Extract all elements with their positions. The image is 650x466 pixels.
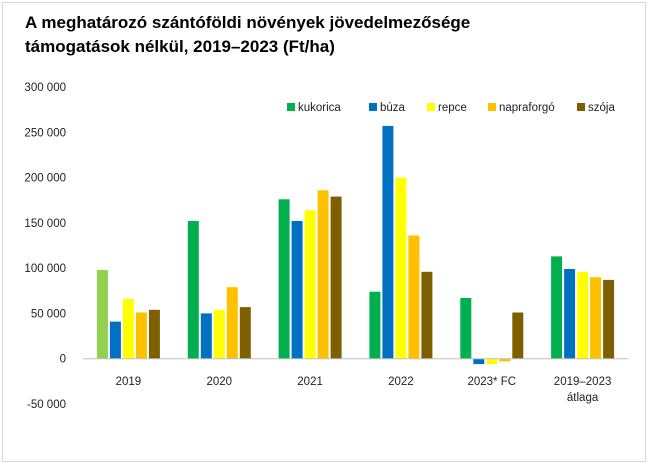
bar-repce-2023* FC bbox=[486, 358, 498, 365]
legend-label-napraforgó: napraforgó bbox=[499, 102, 555, 114]
y-tick-label: 300 000 bbox=[24, 82, 66, 94]
legend-label-repce: repce bbox=[438, 102, 467, 114]
bar-napraforgó-2022 bbox=[408, 235, 420, 359]
legend-label-búza: búza bbox=[380, 102, 406, 114]
bar-kukorica-2022 bbox=[369, 291, 381, 359]
chart-title-line-1: A meghatározó szántóföldi növények jöved… bbox=[25, 13, 471, 32]
legend-swatch-kukorica bbox=[287, 103, 295, 111]
bar-kukorica-2023* FC bbox=[460, 298, 472, 359]
chart-frame: A meghatározó szántóföldi növények jöved… bbox=[2, 2, 646, 462]
bar-búza-2019 bbox=[109, 321, 121, 359]
bar-repce-2019 bbox=[122, 298, 134, 359]
bar-búza-2021 bbox=[291, 221, 303, 359]
legend-swatch-szója bbox=[577, 103, 585, 111]
y-tick-label: 150 000 bbox=[24, 218, 66, 230]
bar-szója-2019 bbox=[148, 309, 160, 359]
bar-repce-2022 bbox=[395, 177, 407, 359]
bar-kukorica-2019–2023 átlaga bbox=[551, 256, 563, 359]
x-category-label: 2019–2023 bbox=[554, 376, 612, 388]
bar-napraforgó-2021 bbox=[317, 190, 329, 359]
chart-title-line-2: támogatások nélkül, 2019–2023 (Ft/ha) bbox=[25, 37, 335, 56]
legend-label-kukorica: kukorica bbox=[298, 102, 341, 114]
bar-repce-2020 bbox=[213, 309, 225, 359]
bar-napraforgó-2019 bbox=[135, 312, 147, 359]
legend-swatch-napraforgó bbox=[488, 103, 496, 111]
y-tick-label: 0 bbox=[60, 354, 66, 366]
y-tick-label: -50 000 bbox=[27, 399, 66, 411]
x-category-label: átlaga bbox=[567, 392, 599, 404]
y-tick-label: 250 000 bbox=[24, 127, 66, 139]
bar-szója-2020 bbox=[239, 307, 251, 359]
bar-szója-2019–2023 átlaga bbox=[603, 279, 615, 359]
bar-szója-2022 bbox=[421, 271, 433, 359]
bar-kukorica-2019 bbox=[96, 270, 108, 359]
bar-repce-2021 bbox=[304, 210, 316, 359]
bar-szója-2021 bbox=[330, 196, 342, 359]
x-category-label: 2019 bbox=[116, 376, 142, 388]
legend-label-szója: szója bbox=[588, 102, 615, 114]
x-category-label: 2023* FC bbox=[467, 376, 516, 388]
bar-búza-2020 bbox=[200, 313, 212, 359]
chart-title: A meghatározó szántóföldi növények jöved… bbox=[25, 11, 625, 59]
bar-búza-2023* FC bbox=[473, 358, 485, 365]
legend-swatch-repce bbox=[427, 103, 435, 111]
x-category-label: 2022 bbox=[388, 376, 414, 388]
bar-búza-2022 bbox=[382, 125, 394, 359]
bar-kukorica-2020 bbox=[187, 221, 199, 359]
bar-napraforgó-2023* FC bbox=[499, 358, 511, 362]
bar-napraforgó-2019–2023 átlaga bbox=[590, 277, 602, 359]
legend-swatch-búza bbox=[369, 103, 377, 111]
y-tick-label: 200 000 bbox=[24, 173, 66, 185]
bar-búza-2019–2023 átlaga bbox=[564, 269, 576, 359]
bar-szója-2023* FC bbox=[512, 312, 524, 359]
y-tick-label: 50 000 bbox=[31, 308, 66, 320]
y-tick-label: 100 000 bbox=[24, 263, 66, 275]
bar-repce-2019–2023 átlaga bbox=[577, 271, 589, 359]
x-category-label: 2020 bbox=[206, 376, 232, 388]
x-category-label: 2021 bbox=[297, 376, 323, 388]
bar-napraforgó-2020 bbox=[226, 287, 238, 359]
bar-kukorica-2021 bbox=[278, 199, 290, 359]
